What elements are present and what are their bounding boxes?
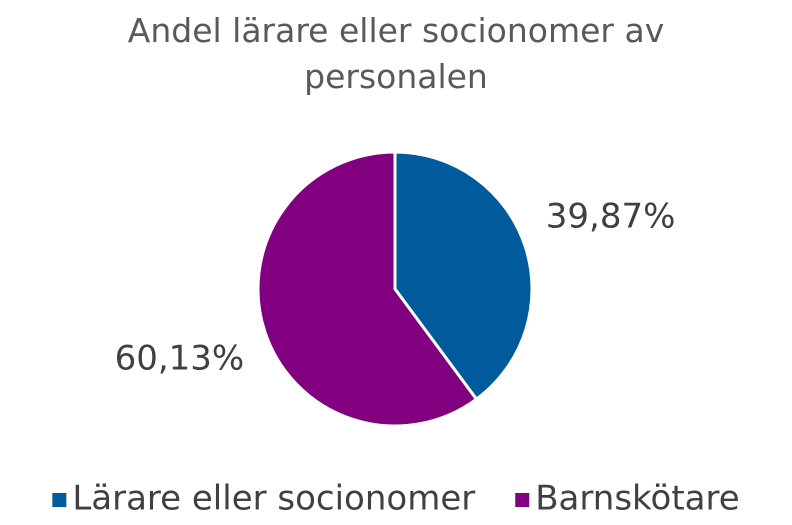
data-label: 39,87% — [546, 196, 676, 236]
legend-swatch — [52, 493, 67, 507]
pie-slice — [256, 150, 479, 428]
legend-label: Barnskötare — [535, 479, 739, 519]
data-label: 60,13% — [115, 339, 245, 379]
chart-title: Andel lärare eller socionomer av persona… — [127, 11, 665, 96]
pie-slice — [393, 150, 534, 402]
legend-swatch — [515, 493, 530, 507]
legend-label: Lärare eller socionomer — [72, 479, 475, 519]
